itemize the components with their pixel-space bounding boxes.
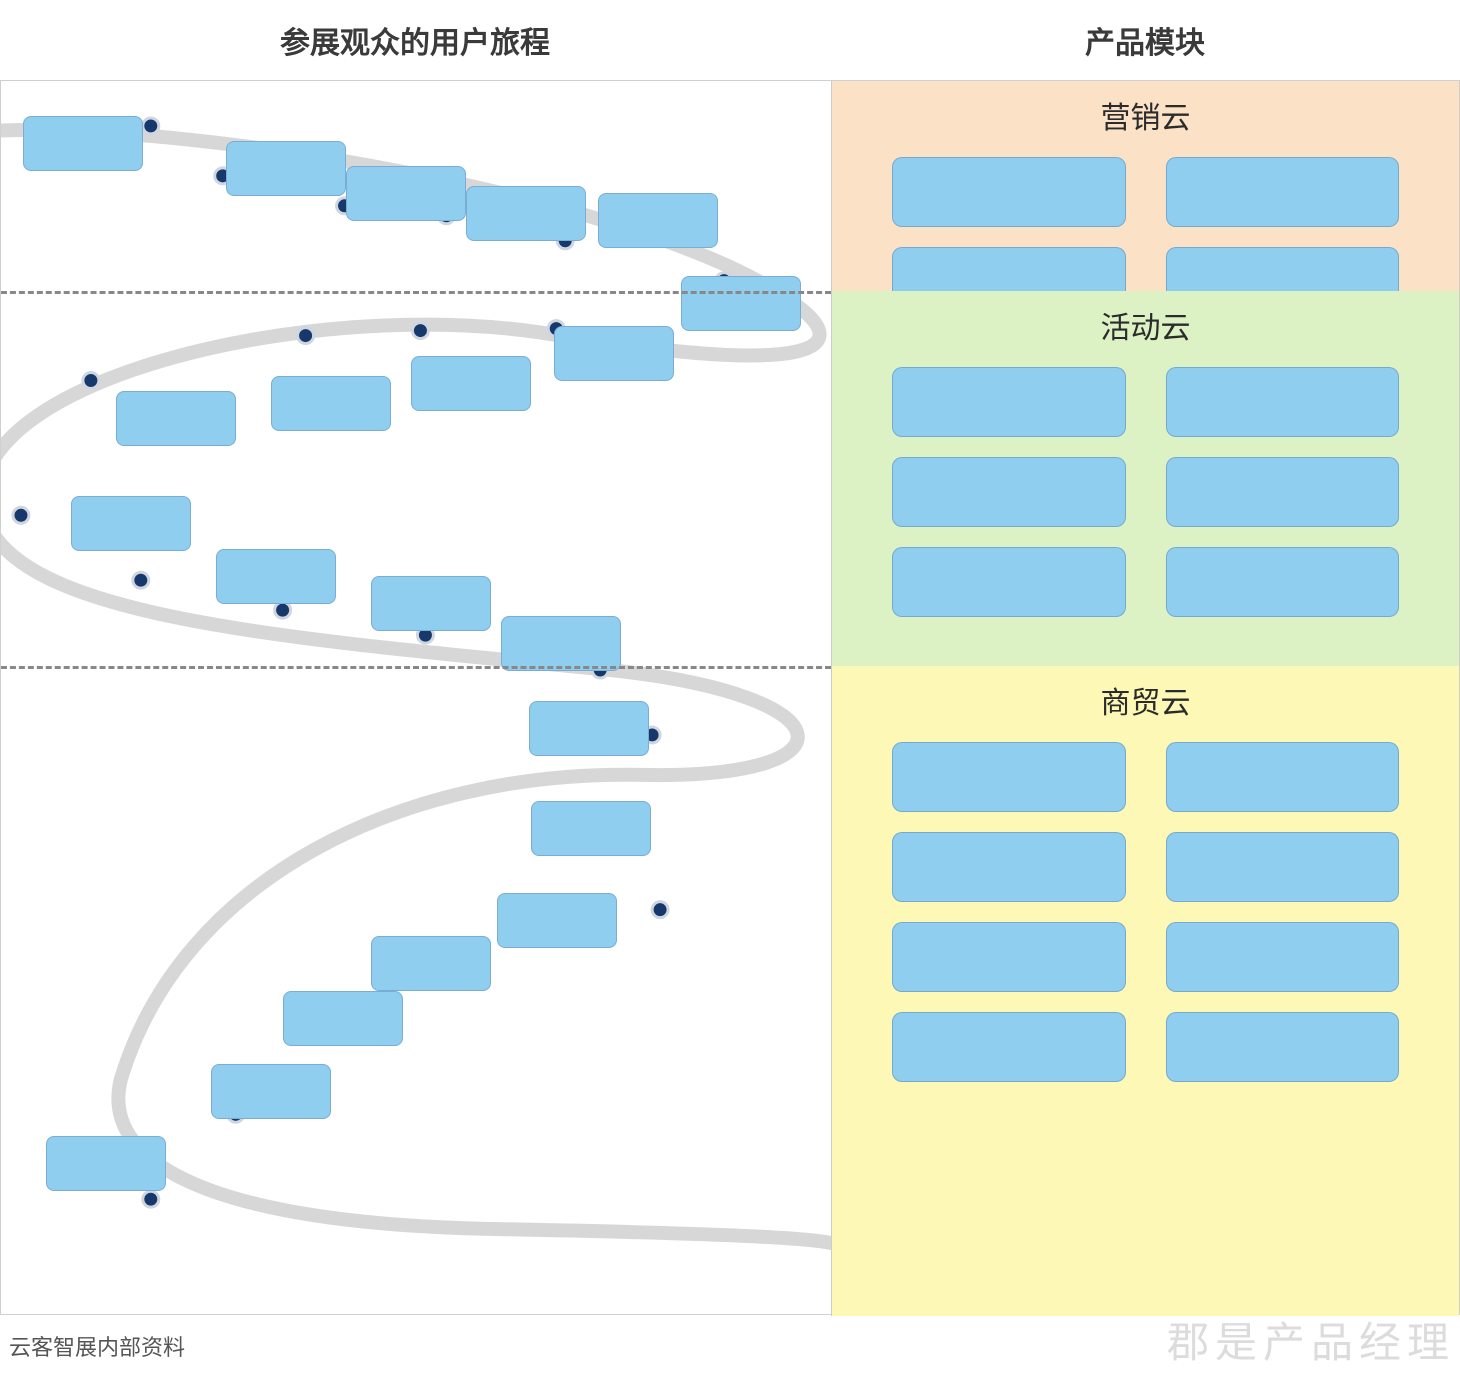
journey-step-box	[681, 276, 801, 331]
header-row: 参展观众的用户旅程 产品模块	[0, 0, 1460, 80]
module-panel: 活动云	[831, 291, 1459, 666]
journey-title: 参展观众的用户旅程	[0, 18, 830, 62]
module-feature-box	[1166, 832, 1400, 902]
module-feature-box	[1166, 742, 1400, 812]
module-panel: 营销云	[831, 81, 1459, 291]
module-feature-box	[1166, 157, 1400, 227]
journey-dot	[143, 1191, 159, 1207]
journey-step-box	[226, 141, 346, 196]
module-feature-box	[892, 1012, 1126, 1082]
journey-step-box	[554, 326, 674, 381]
journey-dot	[298, 328, 314, 344]
journey-dot	[412, 323, 428, 339]
journey-step-box	[71, 496, 191, 551]
journey-step-box	[283, 991, 403, 1046]
module-feature-box	[1166, 367, 1400, 437]
module-feature-box	[1166, 1012, 1400, 1082]
module-feature-box	[1166, 922, 1400, 992]
module-panel: 商贸云	[831, 666, 1459, 1316]
section-divider	[1, 291, 831, 294]
journey-step-box	[116, 391, 236, 446]
journey-step-box	[216, 549, 336, 604]
diagram-canvas: 云客智展内部资料 郡是产品经理 营销云活动云商贸云	[0, 80, 1460, 1315]
journey-dot	[133, 572, 149, 588]
journey-dot	[13, 507, 29, 523]
module-feature-box	[892, 547, 1126, 617]
journey-step-box	[497, 893, 617, 948]
journey-dot	[275, 602, 291, 618]
module-feature-box	[892, 457, 1126, 527]
module-title: 营销云	[832, 81, 1459, 137]
journey-step-box	[466, 186, 586, 241]
watermark-text: 郡是产品经理	[1167, 1309, 1455, 1370]
journey-step-box	[346, 166, 466, 221]
module-title: 商贸云	[832, 666, 1459, 722]
section-divider	[1, 666, 831, 669]
journey-step-box	[211, 1064, 331, 1119]
module-title: 活动云	[832, 291, 1459, 347]
module-feature-box	[892, 832, 1126, 902]
journey-step-box	[529, 701, 649, 756]
module-feature-box	[1166, 547, 1400, 617]
footer-text: 云客智展内部资料	[9, 1330, 185, 1362]
journey-step-box	[531, 801, 651, 856]
journey-step-box	[23, 116, 143, 171]
journey-step-box	[271, 376, 391, 431]
module-feature-box	[1166, 457, 1400, 527]
module-grid	[832, 347, 1459, 647]
journey-step-box	[371, 576, 491, 631]
journey-step-box	[598, 193, 718, 248]
journey-step-box	[501, 616, 621, 671]
module-grid	[832, 722, 1459, 1112]
module-feature-box	[892, 742, 1126, 812]
journey-step-box	[411, 356, 531, 411]
module-feature-box	[892, 157, 1126, 227]
module-feature-box	[892, 922, 1126, 992]
journey-step-box	[371, 936, 491, 991]
journey-dot	[143, 118, 159, 134]
module-feature-box	[892, 367, 1126, 437]
journey-step-box	[46, 1136, 166, 1191]
journey-dot	[83, 373, 99, 389]
journey-dot	[652, 902, 668, 918]
modules-title: 产品模块	[830, 18, 1460, 62]
